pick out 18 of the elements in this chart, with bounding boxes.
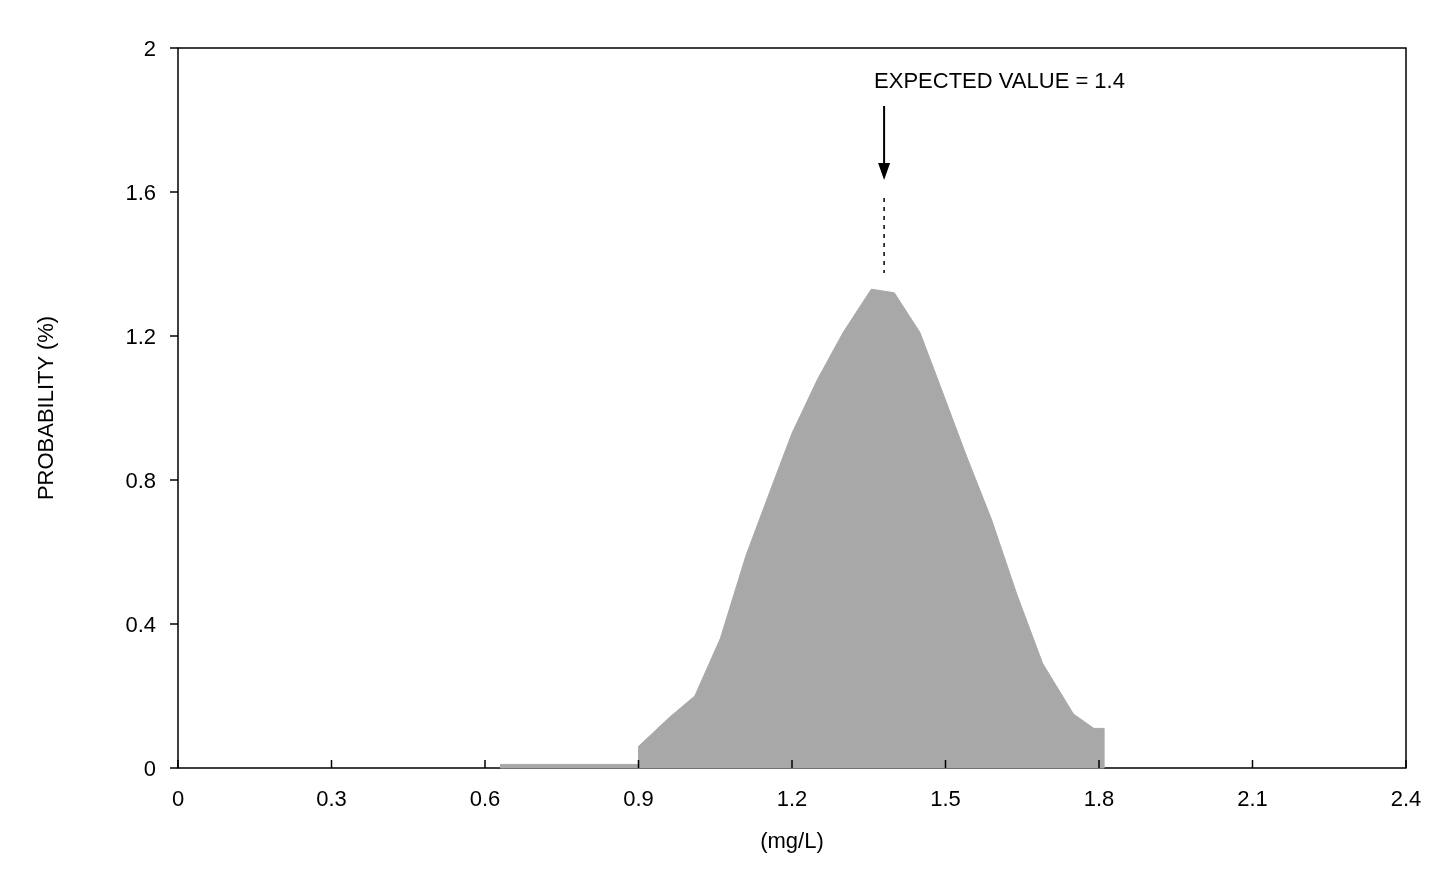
- y-tick-label: 0: [143, 756, 156, 781]
- y-tick-label: 1.6: [125, 180, 156, 205]
- x-tick-label: 1.5: [930, 786, 961, 811]
- x-tick-label: 0.3: [316, 786, 347, 811]
- y-tick-label: 0.8: [125, 468, 156, 493]
- y-tick-label: 0.4: [125, 612, 156, 637]
- y-tick-label: 2: [143, 36, 156, 61]
- annotation: EXPECTED VALUE = 1.4: [874, 68, 1125, 93]
- y-axis-title: PROBABILITY (%): [33, 315, 58, 501]
- y-tick-label: 1.2: [125, 324, 156, 349]
- x-tick-label: 1.8: [1083, 786, 1115, 811]
- x-tick-label: 2.1: [1237, 786, 1268, 811]
- x-tick-label: 2.4: [1390, 786, 1422, 811]
- x-tick-label: 1.2: [776, 786, 808, 811]
- x-axis-title: (mg/L): [760, 828, 824, 853]
- x-tick-label: 0.6: [469, 786, 501, 811]
- x-tick-label: 0: [171, 786, 185, 811]
- x-tick-label: 0.9: [623, 786, 654, 811]
